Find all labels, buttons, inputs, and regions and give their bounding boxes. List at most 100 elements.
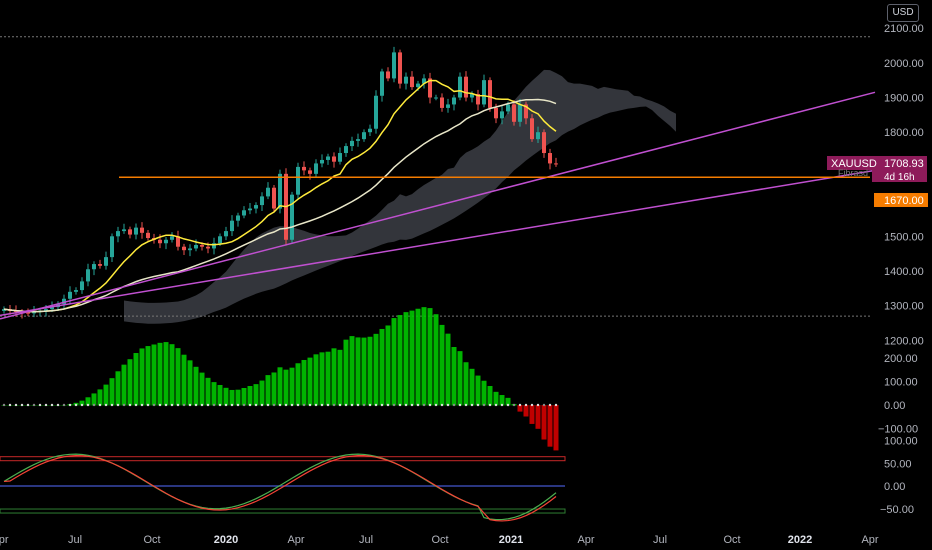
hist-bar-80 bbox=[481, 380, 487, 406]
hist-bar-89 bbox=[535, 405, 541, 429]
hist-bar-58 bbox=[349, 336, 355, 406]
hist-bar-84 bbox=[505, 397, 511, 406]
price-tick-1200: 1200.00 bbox=[884, 335, 924, 347]
time-label-1: Jul bbox=[68, 534, 82, 546]
candle-body-62 bbox=[374, 95, 378, 129]
hist-bar-70 bbox=[421, 307, 427, 406]
hist-dot-77 bbox=[464, 403, 468, 407]
time-axis[interactable]: Apr Jul Oct 2020 Apr Jul Oct 2021 Apr Jul Oct 2022 A… bbox=[0, 534, 879, 546]
hist-dot-59 bbox=[356, 403, 360, 407]
hist-dot-17 bbox=[104, 403, 108, 407]
hist-dot-48 bbox=[290, 403, 294, 407]
candle-body-81 bbox=[488, 80, 492, 108]
candle-body-40 bbox=[242, 210, 246, 216]
price-tick-2000: 2000.00 bbox=[884, 58, 924, 70]
hist-dot-42 bbox=[254, 403, 258, 407]
hist-bar-39 bbox=[235, 389, 241, 406]
price-tick-2100: 2100.00 bbox=[884, 23, 924, 35]
candle-body-52 bbox=[314, 163, 318, 174]
hist-bar-67 bbox=[403, 312, 409, 406]
hist-dot-20 bbox=[122, 403, 126, 407]
hist-dot-73 bbox=[440, 403, 444, 407]
currency-button[interactable]: USD bbox=[887, 4, 919, 22]
candle-body-33 bbox=[200, 244, 204, 247]
hist-dot-8 bbox=[50, 403, 54, 407]
hist-dot-10 bbox=[62, 403, 66, 407]
hist-bar-21 bbox=[127, 359, 133, 406]
candle-body-36 bbox=[218, 236, 222, 244]
hist-dot-65 bbox=[392, 403, 396, 407]
hist-bar-51 bbox=[307, 357, 313, 406]
osc-line bbox=[3, 453, 557, 521]
hist-bar-62 bbox=[373, 333, 379, 406]
candle-body-31 bbox=[188, 248, 192, 251]
countdown-badge bbox=[872, 170, 927, 182]
candle-body-80 bbox=[482, 80, 486, 105]
time-label-6: Oct bbox=[431, 534, 448, 546]
time-label-2: Oct bbox=[143, 534, 160, 546]
candle-body-26 bbox=[158, 239, 162, 244]
hist-bar-46 bbox=[277, 367, 283, 406]
hist-bar-41 bbox=[247, 386, 253, 406]
hist-bar-90 bbox=[541, 405, 547, 440]
osc-tick-0: 0.00 bbox=[884, 481, 905, 493]
hist-dot-63 bbox=[380, 403, 384, 407]
hist-dot-18 bbox=[110, 403, 114, 407]
hist-bar-45 bbox=[271, 372, 277, 406]
candle-body-77 bbox=[464, 76, 468, 98]
hist-bar-91 bbox=[547, 405, 553, 447]
candle-body-70 bbox=[422, 78, 426, 84]
candle-body-88 bbox=[530, 118, 534, 140]
candle-body-41 bbox=[248, 208, 252, 211]
hist-bar-61 bbox=[367, 336, 373, 406]
hist-bar-59 bbox=[355, 337, 361, 406]
candle-body-21 bbox=[128, 229, 132, 235]
symbol-badge bbox=[827, 156, 927, 170]
hist-bar-33 bbox=[199, 372, 205, 406]
candle-body-91 bbox=[548, 153, 552, 164]
hist-bar-13 bbox=[79, 400, 85, 406]
candle-body-7 bbox=[44, 309, 48, 311]
candle-body-49 bbox=[296, 166, 300, 195]
hist-dot-68 bbox=[410, 403, 414, 407]
candle-body-72 bbox=[434, 97, 438, 99]
hist-bar-20 bbox=[121, 364, 127, 406]
hist-dot-90 bbox=[542, 403, 546, 407]
candle-body-92 bbox=[554, 163, 558, 165]
candle-body-56 bbox=[338, 153, 342, 162]
hist-dot-35 bbox=[212, 403, 216, 407]
hist-dot-25 bbox=[152, 403, 156, 407]
ma-fast-line bbox=[3, 79, 557, 313]
time-label-12: Apr bbox=[861, 534, 878, 546]
hist-bar-75 bbox=[451, 347, 457, 406]
hist-bar-68 bbox=[409, 310, 415, 406]
hist-bar-82 bbox=[493, 391, 499, 406]
candle-body-75 bbox=[452, 97, 456, 105]
hist-dot-84 bbox=[506, 403, 510, 407]
candle-body-0 bbox=[2, 309, 6, 311]
hist-dot-41 bbox=[248, 403, 252, 407]
hist-bar-18 bbox=[109, 378, 115, 406]
candle-body-30 bbox=[182, 246, 186, 251]
hist-dot-15 bbox=[92, 403, 96, 407]
candle-body-27 bbox=[164, 239, 168, 244]
osc-tick-50: 50.00 bbox=[884, 458, 912, 470]
time-label-11: 2022 bbox=[788, 534, 812, 546]
hist-dot-57 bbox=[344, 403, 348, 407]
hist-dot-6 bbox=[38, 403, 42, 407]
hist-dot-1 bbox=[8, 403, 12, 407]
hist-dot-33 bbox=[200, 403, 204, 407]
price-axis[interactable]: 1200.001300.001400.001500.001600.001800.… bbox=[878, 23, 924, 516]
candle-body-85 bbox=[512, 104, 516, 122]
hist-bar-36 bbox=[217, 384, 223, 406]
hist-bar-74 bbox=[445, 333, 451, 406]
candle-body-68 bbox=[410, 76, 414, 88]
hist-bar-83 bbox=[499, 395, 505, 406]
candle-body-4 bbox=[26, 312, 30, 314]
hist-dot-74 bbox=[446, 403, 450, 407]
time-label-10: Oct bbox=[723, 534, 740, 546]
hist-dot-87 bbox=[524, 403, 528, 407]
hist-dot-62 bbox=[374, 403, 378, 407]
candles-layer bbox=[2, 46, 558, 319]
